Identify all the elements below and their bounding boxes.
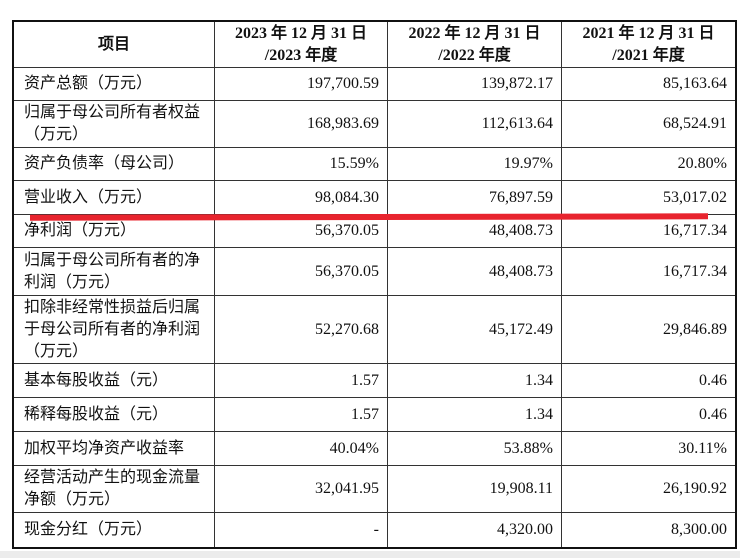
cell-value: 53.88%: [387, 431, 562, 466]
bottom-edge: [0, 551, 740, 558]
cell-value: -: [214, 512, 388, 548]
row-label: 资产负债率（母公司）: [12, 147, 215, 181]
cell-value: 68,524.91: [561, 100, 737, 148]
cell-value: 52,270.68: [214, 295, 388, 364]
header-2022: 2022 年 12 月 31 日/2022 年度: [387, 20, 562, 68]
cell-value: 112,613.64: [387, 100, 562, 148]
table-row: 稀释每股收益（元） 1.57 1.34 0.46: [12, 397, 737, 432]
table-row: 现金分红（万元） -4,320.00 8,300.00: [12, 512, 737, 548]
header-2022-line1: 2022 年 12 月 31 日: [408, 24, 541, 42]
table-row: 加权平均净资产收益率 40.04% 53.88% 30.11%: [12, 431, 737, 466]
cell-value: 1.34: [387, 397, 562, 432]
table-row: 归属于母公司所有者权益（万元） 168,983.69 112,613.64 68,52…: [12, 100, 737, 148]
row-label: 归属于母公司所有者的净利润（万元）: [12, 247, 215, 296]
cell-value: 26,190.92: [561, 465, 737, 513]
cell-value: 30.11%: [561, 431, 737, 466]
cell-value: 19,908.11: [387, 465, 562, 513]
header-2023: 2023 年 12 月 31 日/2023 年度: [214, 20, 388, 68]
header-2021-line2: /2021 年度: [612, 46, 685, 64]
table-header-row: 项目 2023 年 12 月 31 日/2023 年度 2022 年 12 月 …: [12, 20, 737, 68]
cell-value: 85,163.64: [561, 67, 737, 101]
row-label: 基本每股收益（元）: [12, 363, 215, 398]
cell-value: 0.46: [561, 397, 737, 432]
header-2023-line1: 2023 年 12 月 31 日: [234, 24, 367, 42]
cell-value: 20.80%: [561, 147, 737, 181]
cell-value: 48,408.73: [387, 247, 562, 296]
header-2021: 2021 年 12 月 31 日/2021 年度: [561, 20, 737, 68]
cell-value: 76,897.59: [387, 180, 562, 215]
cell-value: 1.57: [214, 363, 388, 398]
row-label: 营业收入（万元）: [12, 180, 215, 215]
cell-value: 16,717.34: [561, 247, 737, 296]
table-row: 营业收入（万元） 98,084.30 76,897.59 53,017.02: [12, 180, 737, 215]
header-2023-line2: /2023 年度: [264, 46, 338, 64]
cell-value: 56,370.05: [214, 247, 388, 296]
table-row: 资产负债率（母公司） 15.59% 19.97% 20.80%: [12, 147, 737, 181]
table-row: 经营活动产生的现金流量净额（万元） 32,041.95 19,908.11 26,19…: [12, 465, 737, 513]
cell-value: 53,017.02: [561, 180, 737, 215]
cell-value: 0.46: [561, 363, 737, 398]
row-label: 加权平均净资产收益率: [12, 431, 215, 466]
cell-value: 1.34: [387, 363, 562, 398]
table-row: 扣除非经常性损益后归属于母公司所有者的净利润（万元） 52,270.68 45,17…: [12, 295, 737, 364]
cell-value: 197,700.59: [214, 67, 388, 101]
table-row: 基本每股收益（元） 1.57 1.34 0.46: [12, 363, 737, 398]
table-row: 归属于母公司所有者的净利润（万元） 56,370.05 48,408.73 16,71…: [12, 247, 737, 296]
row-label: 经营活动产生的现金流量净额（万元）: [12, 465, 215, 513]
header-item: 项目: [12, 20, 215, 68]
cell-value: 168,983.69: [214, 100, 388, 148]
cell-value: 8,300.00: [561, 512, 737, 548]
cell-value: 98,084.30: [214, 180, 388, 215]
row-label: 稀释每股收益（元）: [12, 397, 215, 432]
row-label: 扣除非经常性损益后归属于母公司所有者的净利润（万元）: [12, 295, 215, 364]
financial-summary-table: 项目 2023 年 12 月 31 日/2023 年度 2022 年 12 月 …: [12, 20, 737, 549]
cell-value: 32,041.95: [214, 465, 388, 513]
cell-value: 40.04%: [214, 431, 388, 466]
cell-value: 15.59%: [214, 147, 388, 181]
header-2021-line1: 2021 年 12 月 31 日: [582, 24, 715, 42]
cell-value: 29,846.89: [561, 295, 737, 364]
cell-value: 19.97%: [387, 147, 562, 181]
cell-value: 1.57: [214, 397, 388, 432]
table-row: 资产总额（万元） 197,700.59 139,872.17 85,163.64: [12, 67, 737, 101]
row-label: 归属于母公司所有者权益（万元）: [12, 100, 215, 148]
row-label: 资产总额（万元）: [12, 67, 215, 101]
header-2022-line2: /2022 年度: [438, 46, 511, 64]
cell-value: 139,872.17: [387, 67, 562, 101]
row-label: 现金分红（万元）: [12, 512, 215, 548]
cell-value: 4,320.00: [387, 512, 562, 548]
cell-value: 45,172.49: [387, 295, 562, 364]
